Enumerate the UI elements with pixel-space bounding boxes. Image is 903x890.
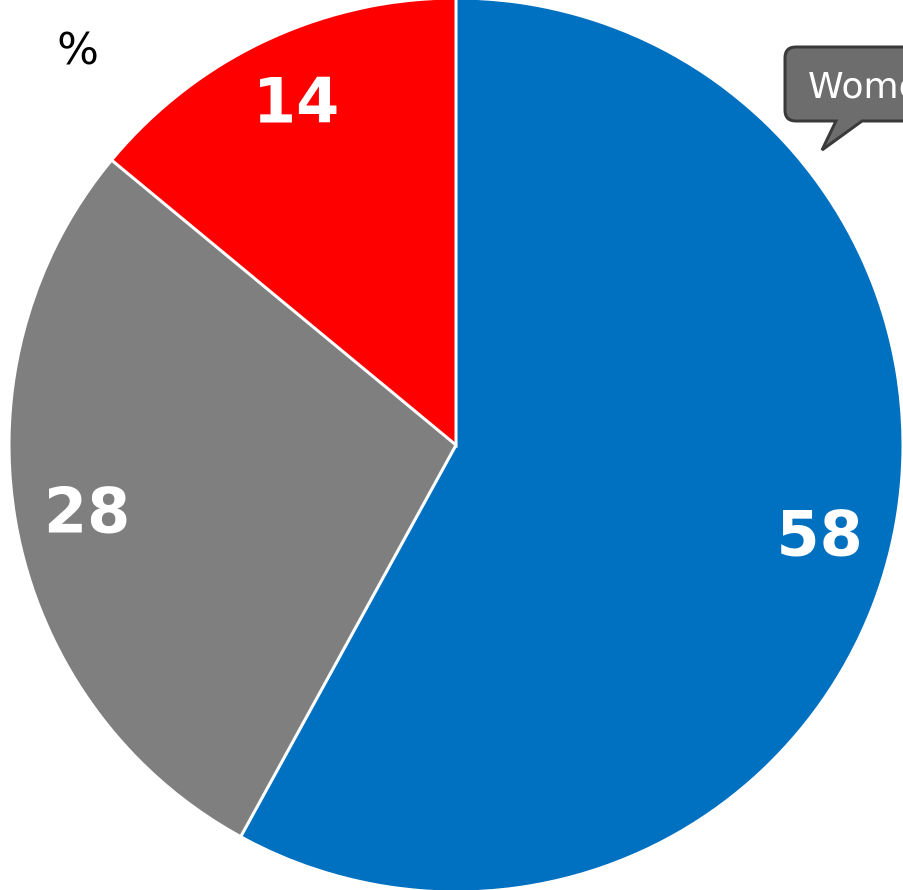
- slice: [238, 0, 903, 890]
- callout-text: Women: [808, 66, 903, 107]
- data-label: 14: [253, 64, 339, 137]
- slice: [109, 0, 458, 449]
- unit-label: %: [57, 24, 99, 75]
- data-label: 28: [44, 474, 130, 547]
- pie: 58 28 14: [7, 0, 903, 890]
- slice: [7, 157, 458, 839]
- data-label: 58: [777, 497, 863, 570]
- callout: Women: [783, 45, 903, 152]
- callout-box: [783, 45, 903, 152]
